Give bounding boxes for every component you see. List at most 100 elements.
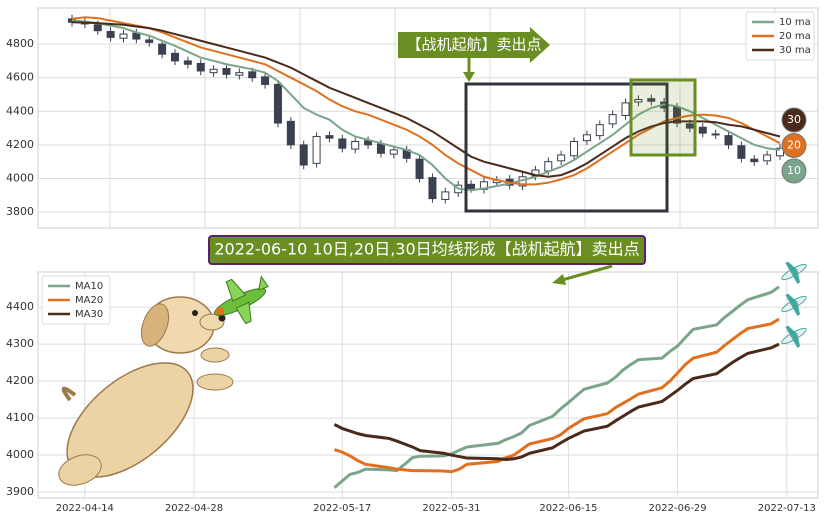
candle-body xyxy=(685,123,694,129)
y-tick-label: 4600 xyxy=(6,71,34,84)
legend-label: 30 ma xyxy=(779,45,811,56)
teal-planes xyxy=(781,261,807,348)
series-end-label: 30 xyxy=(787,113,801,126)
candle-body xyxy=(261,76,270,85)
candle-body xyxy=(106,31,115,38)
plane-wing xyxy=(791,302,800,316)
candle-body xyxy=(763,154,772,162)
x-tick-label: 2022-04-28 xyxy=(165,503,223,514)
dog-paw xyxy=(200,347,230,363)
candle-body xyxy=(93,24,102,32)
candle-body xyxy=(634,99,643,103)
x-tick-label: 2022-06-15 xyxy=(539,503,597,514)
ma-line xyxy=(333,317,780,474)
legend-box xyxy=(745,11,815,61)
y-tick-label: 3900 xyxy=(6,485,34,498)
series-end-label: 10 xyxy=(787,164,801,177)
y-tick-label: 4200 xyxy=(6,374,34,387)
banner xyxy=(208,235,646,265)
candle-body xyxy=(351,141,360,150)
ma-line xyxy=(71,19,781,192)
plane-wing xyxy=(785,293,798,306)
candle-body xyxy=(467,183,476,190)
candle-body xyxy=(750,158,759,163)
banner-arrow-head xyxy=(552,274,566,285)
plane-wing xyxy=(791,334,800,348)
ma-line xyxy=(333,342,780,462)
legend-label: 10 ma xyxy=(779,17,811,28)
candle-body xyxy=(170,52,179,62)
down-arrow-head xyxy=(463,72,475,82)
candle-body xyxy=(544,161,553,172)
candle-body xyxy=(273,83,282,124)
plane-wing xyxy=(785,325,798,338)
candle-body xyxy=(441,191,450,200)
x-tick-label: 2022-06-29 xyxy=(649,503,707,514)
x-tick-label: 2022-07-13 xyxy=(758,503,816,514)
plane-wing xyxy=(791,270,800,284)
legend-label: 20 ma xyxy=(779,31,811,42)
legend-box xyxy=(41,275,111,325)
dog-ear xyxy=(140,303,170,347)
plane-nose xyxy=(216,307,225,316)
banner-arrow xyxy=(561,264,613,282)
candle-body xyxy=(647,98,656,102)
annotation-shapes xyxy=(208,27,697,285)
x-tick-label: 2022-05-31 xyxy=(422,503,480,514)
candle-body xyxy=(608,114,617,125)
legend-label: MA30 xyxy=(75,309,103,320)
candle-body xyxy=(376,143,385,154)
candle-body xyxy=(119,33,128,39)
y-tick-label: 4000 xyxy=(6,171,34,184)
candle-body xyxy=(312,135,321,164)
candle-body xyxy=(415,158,424,179)
callout-arrow xyxy=(398,27,550,63)
series-end-badge xyxy=(781,158,807,184)
candle-body xyxy=(711,133,720,136)
candle-body xyxy=(338,138,347,149)
highlight-box xyxy=(464,82,669,213)
sell-zone-box xyxy=(629,78,697,157)
y-tick-label: 4400 xyxy=(6,104,34,117)
dog-leg xyxy=(58,454,102,486)
x-tick-label: 2022-04-14 xyxy=(56,503,114,514)
plane-tail xyxy=(258,275,269,291)
dog-snout xyxy=(199,313,225,331)
y-tick-label: 4400 xyxy=(6,300,34,313)
candle-body xyxy=(145,39,154,43)
candle-body xyxy=(299,144,308,166)
candle-body xyxy=(724,135,733,146)
marks: 3800 4000 4200 4400 4600 4800 10 ma 20 ma 30 ma 3… xyxy=(6,11,818,514)
ma-line xyxy=(71,21,781,178)
plane xyxy=(781,261,807,284)
candle-body xyxy=(222,67,231,75)
plane-wing xyxy=(235,301,252,325)
y-tick-label: 4200 xyxy=(6,138,34,151)
banner-text: 2022-06-10 10日,20日,30日均线形成【战机起航】卖出点 xyxy=(214,240,639,259)
legend-label: MA20 xyxy=(75,295,103,306)
candle-body xyxy=(570,141,579,157)
plane xyxy=(781,293,807,316)
candle-body xyxy=(389,149,398,155)
ma-line xyxy=(71,16,781,186)
y-tick-label: 4300 xyxy=(6,337,34,350)
candle-body xyxy=(248,71,257,79)
dog-nose xyxy=(218,314,226,322)
candle-body xyxy=(196,62,205,72)
candle-body xyxy=(595,124,604,137)
plane xyxy=(781,325,807,348)
series-end-badge xyxy=(781,107,807,133)
y-tick-label: 4100 xyxy=(6,411,34,424)
series-end-label: 20 xyxy=(787,139,801,152)
series-end-badge xyxy=(781,133,807,158)
x-tick-label: 2022-05-17 xyxy=(313,503,371,514)
candle-body xyxy=(235,72,244,76)
candle-body xyxy=(183,60,192,65)
candle-body xyxy=(286,120,295,146)
candle-body xyxy=(428,177,437,200)
dog-illustration xyxy=(58,296,234,486)
candle-body xyxy=(209,68,218,74)
candle-body xyxy=(557,154,566,162)
dog-tail xyxy=(61,386,77,402)
